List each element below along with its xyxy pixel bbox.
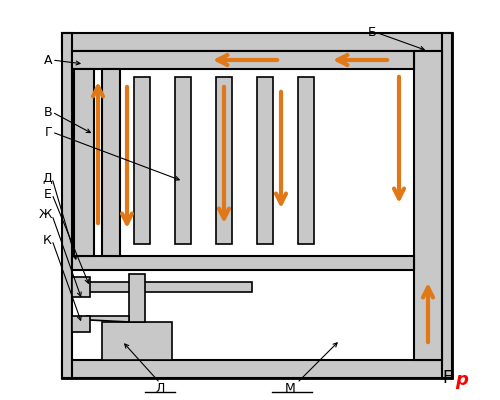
Text: Е: Е <box>44 188 52 200</box>
Bar <box>102 322 172 360</box>
Bar <box>216 77 232 244</box>
Bar <box>74 69 94 256</box>
Bar <box>62 33 452 378</box>
Bar <box>257 77 273 244</box>
Bar <box>72 256 414 270</box>
Text: Б: Б <box>368 26 376 38</box>
Bar <box>414 51 442 360</box>
Polygon shape <box>86 316 129 322</box>
Text: Л: Л <box>156 382 164 394</box>
Bar <box>102 69 120 256</box>
Bar <box>72 282 252 292</box>
Bar <box>72 51 414 69</box>
Bar <box>175 77 191 244</box>
Text: F: F <box>442 369 452 387</box>
Text: Г: Г <box>44 126 52 138</box>
Text: р: р <box>455 371 468 389</box>
Bar <box>62 33 452 51</box>
Text: А: А <box>44 54 52 66</box>
Bar <box>72 316 90 332</box>
Text: Д: Д <box>42 172 52 184</box>
Text: В: В <box>44 106 52 118</box>
Bar <box>134 77 150 244</box>
Bar <box>442 33 452 378</box>
Text: К: К <box>43 234 52 246</box>
Text: Ж: Ж <box>38 208 52 222</box>
Bar <box>62 360 452 378</box>
Bar <box>62 33 72 378</box>
Bar <box>129 274 145 322</box>
Text: М: М <box>284 382 296 394</box>
Bar <box>72 277 90 297</box>
Bar <box>298 77 314 244</box>
